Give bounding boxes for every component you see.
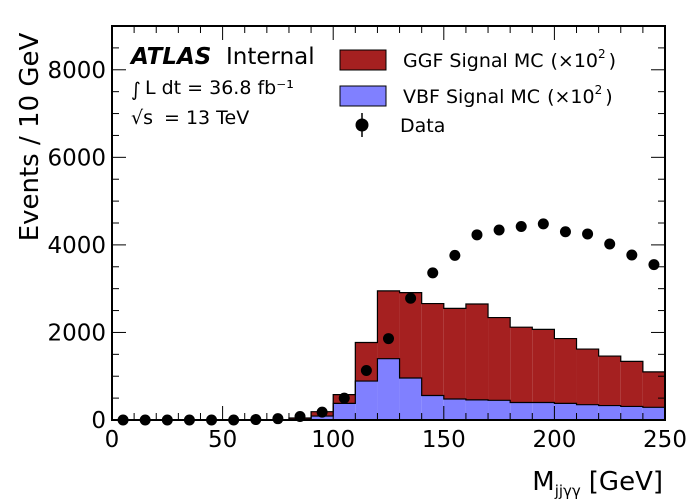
data-point: [648, 259, 660, 271]
axis-ticks-layer: 0 50 100 150 200 250 0 2000 4000 6000 8000: [47, 25, 687, 453]
ggf-bar: [377, 290, 400, 359]
x-tick-label: 100: [311, 427, 355, 453]
legend-marker-data: [355, 113, 369, 137]
atlas-label: ATLAS: [129, 44, 211, 70]
data-point: [383, 333, 394, 345]
luminosity-text: L dt = 36.8 fb⁻¹: [145, 77, 294, 99]
vbf-bar: [421, 395, 444, 420]
ggf-bar: [421, 303, 444, 396]
ggf-bar: [443, 308, 466, 399]
legend-label-data: Data: [400, 115, 445, 137]
y-tick-label: 6000: [47, 145, 106, 171]
x-axis-title-main: M: [532, 467, 554, 497]
vbf-bar: [554, 403, 577, 420]
vbf-bar: [377, 358, 400, 420]
stacked-histogram-layer: [112, 290, 666, 421]
y-tick-label: 8000: [47, 58, 106, 84]
vbf-bar: [333, 403, 356, 420]
data-point: [338, 392, 350, 404]
legend-swatch-ggf: [339, 49, 387, 71]
vbf-bar: [443, 398, 466, 420]
legend: GGF Signal MC (×102) VBF Signal MC (×102) …: [339, 47, 616, 137]
energy-text: = 13 TeV: [164, 107, 249, 129]
vbf-bar: [576, 404, 599, 420]
vbf-bar: [311, 416, 334, 420]
integral-symbol: ∫: [131, 79, 141, 101]
y-axis-title: Events / 10 GeV: [15, 32, 45, 241]
vbf-bar: [598, 405, 621, 420]
y-tick-label: 4000: [47, 233, 106, 259]
x-axis-title-unit: [GeV]: [589, 467, 663, 497]
data-point: [559, 226, 571, 238]
internal-label: Internal: [226, 44, 315, 70]
data-point: [493, 224, 505, 236]
data-point: [515, 221, 527, 233]
data-point: [471, 229, 483, 241]
vbf-bar: [488, 400, 511, 420]
data-point: [360, 365, 372, 377]
x-tick-label: 200: [532, 427, 576, 453]
ggf-bar: [598, 356, 621, 406]
ggf-bar: [488, 317, 511, 401]
data-point: [582, 228, 594, 240]
data-point: [316, 406, 328, 418]
ggf-bar: [554, 338, 577, 404]
ggf-bar: [399, 292, 422, 378]
ggf-bar: [642, 371, 665, 408]
x-axis-title: Mjjγγ [GeV]: [532, 467, 663, 500]
legend-label-vbf: VBF Signal MC (×102): [403, 83, 613, 108]
data-point: [604, 238, 616, 250]
x-tick-label: 150: [422, 427, 466, 453]
data-point: [449, 249, 461, 261]
ggf-bar: [465, 303, 489, 400]
x-tick-label: 0: [105, 427, 120, 453]
x-tick-label: 250: [643, 427, 687, 453]
vbf-bar: [642, 407, 665, 420]
legend-label-ggf: GGF Signal MC (×102): [403, 47, 616, 72]
x-tick-label: 50: [208, 427, 237, 453]
x-axis-title-subscript: jjγγ: [554, 482, 581, 500]
ggf-bar: [510, 327, 533, 403]
data-point: [626, 249, 638, 261]
data-point: [427, 267, 439, 279]
data-point: [405, 292, 417, 304]
ggf-bar: [355, 342, 378, 382]
y-tick-label: 0: [91, 408, 106, 434]
legend-swatch-vbf: [339, 85, 387, 107]
data-point: [272, 413, 284, 425]
vbf-bar: [532, 402, 555, 420]
ggf-bar: [576, 349, 599, 405]
vbf-bar: [399, 377, 422, 420]
vbf-bar: [620, 406, 643, 420]
sqrt-s-symbol: √s: [131, 107, 153, 129]
vbf-bar: [355, 381, 378, 420]
plot-frame: [111, 25, 666, 421]
ggf-bar: [620, 361, 643, 407]
ggf-bar: [532, 329, 555, 403]
vbf-bar: [465, 399, 489, 420]
y-tick-label: 2000: [47, 320, 106, 346]
data-point: [537, 218, 549, 230]
vbf-bar: [510, 402, 533, 420]
